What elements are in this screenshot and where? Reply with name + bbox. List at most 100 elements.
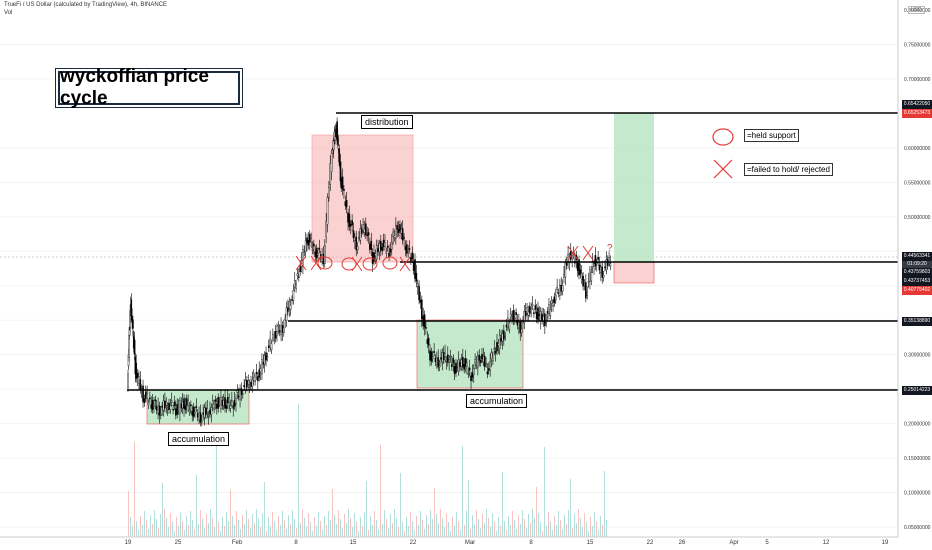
volume-bar [524, 519, 525, 537]
candle-body [513, 317, 516, 320]
candle-body [378, 243, 381, 252]
candle-body [170, 400, 173, 403]
volume-bar [486, 509, 487, 537]
volume-bar [568, 510, 569, 537]
volume-bar [388, 528, 389, 537]
volume-bar [272, 512, 273, 537]
candle-body [395, 225, 397, 239]
y-axis: 0.80000000 0.75000000 0.70000000 0.60000000… [897, 0, 931, 537]
candle-body [237, 395, 240, 398]
volume-bar [498, 517, 499, 537]
accumulation-zone-right [416, 319, 524, 389]
volume-bar [440, 509, 441, 537]
volume-bar [514, 520, 515, 537]
candle-body [410, 257, 412, 262]
volume-bar [306, 527, 307, 537]
candle-body [315, 248, 318, 259]
candle-body [128, 329, 131, 336]
volume-bar [458, 521, 459, 537]
volume-bar [140, 516, 141, 537]
candle-body [161, 405, 163, 408]
candle-body [430, 351, 433, 362]
candle-body [310, 238, 312, 243]
volume-bar [488, 518, 489, 537]
volume-bar [494, 522, 495, 537]
volume-bar [256, 509, 257, 537]
candle-body [304, 240, 307, 252]
volume-bar [558, 511, 559, 537]
candle-body [205, 407, 207, 416]
volume-bar [262, 513, 263, 537]
volume-bar [434, 488, 435, 537]
candle-body [324, 245, 326, 264]
volume-bar [576, 523, 577, 537]
volume-bar [152, 524, 153, 537]
volume-bar [588, 531, 589, 537]
price-label-current: 0.44563341 [902, 252, 932, 261]
currency-badge[interactable]: USD [908, 6, 925, 14]
volume-bar [242, 515, 243, 537]
candle-body [396, 225, 399, 230]
candle-body [545, 322, 547, 324]
volume-bar [402, 522, 403, 537]
candle-body [546, 311, 549, 314]
price-label-p1: 0.43759803 [902, 268, 932, 277]
candle-body [363, 229, 366, 233]
volume-bar [504, 521, 505, 537]
candle-body [451, 364, 453, 367]
volume-bar [222, 517, 223, 537]
volume-bar [452, 517, 453, 537]
candle-body [462, 356, 464, 368]
candle-body [306, 237, 308, 244]
candle-body [351, 220, 353, 226]
held-marker [382, 256, 398, 270]
y-tick-label: 0.75000000 [904, 42, 931, 48]
candle-body [544, 313, 546, 326]
failed-marker [310, 255, 322, 271]
volume-bar [368, 530, 369, 537]
volume-bar [360, 517, 361, 537]
volume-bar [188, 525, 189, 537]
candle-body [334, 136, 336, 141]
x-tick-label: Feb [232, 540, 243, 546]
volume-bar [170, 513, 171, 537]
candle-body [518, 321, 520, 329]
volume-bar [220, 531, 221, 537]
volume-bar [382, 524, 383, 537]
volume-bar [346, 523, 347, 537]
candle-body [203, 407, 206, 418]
candle-body [153, 405, 155, 408]
candle-body [176, 404, 179, 415]
candle-body [198, 412, 200, 421]
volume-bar [364, 512, 365, 537]
volume-bar [604, 471, 605, 537]
candle-body [530, 308, 532, 314]
candle-body [608, 257, 610, 263]
candle-body [557, 292, 560, 294]
candle-body [226, 397, 229, 404]
candle-body [509, 313, 512, 318]
candle-body [261, 359, 263, 375]
candle-body [548, 304, 550, 314]
volume-bar [344, 514, 345, 537]
candle-body [609, 263, 612, 267]
candle-body [482, 355, 485, 363]
volume-bar [396, 518, 397, 537]
volume-bar [554, 516, 555, 537]
volume-bar [218, 522, 219, 537]
volume-bar [334, 515, 335, 537]
x-tick-label: 15 [350, 540, 357, 546]
candle-body [539, 311, 542, 322]
volume-bar [426, 515, 427, 537]
candle-body [392, 231, 394, 237]
price-label-support2: 0.25014223 [902, 386, 932, 395]
candle-body [526, 306, 528, 314]
y-tick-label: 0.50000000 [904, 215, 931, 221]
candle-body [477, 355, 479, 368]
candle-body [426, 339, 429, 344]
candle-body [384, 242, 386, 247]
volume-bar [414, 530, 415, 537]
candle-body [177, 407, 180, 409]
candle-body [349, 223, 352, 227]
